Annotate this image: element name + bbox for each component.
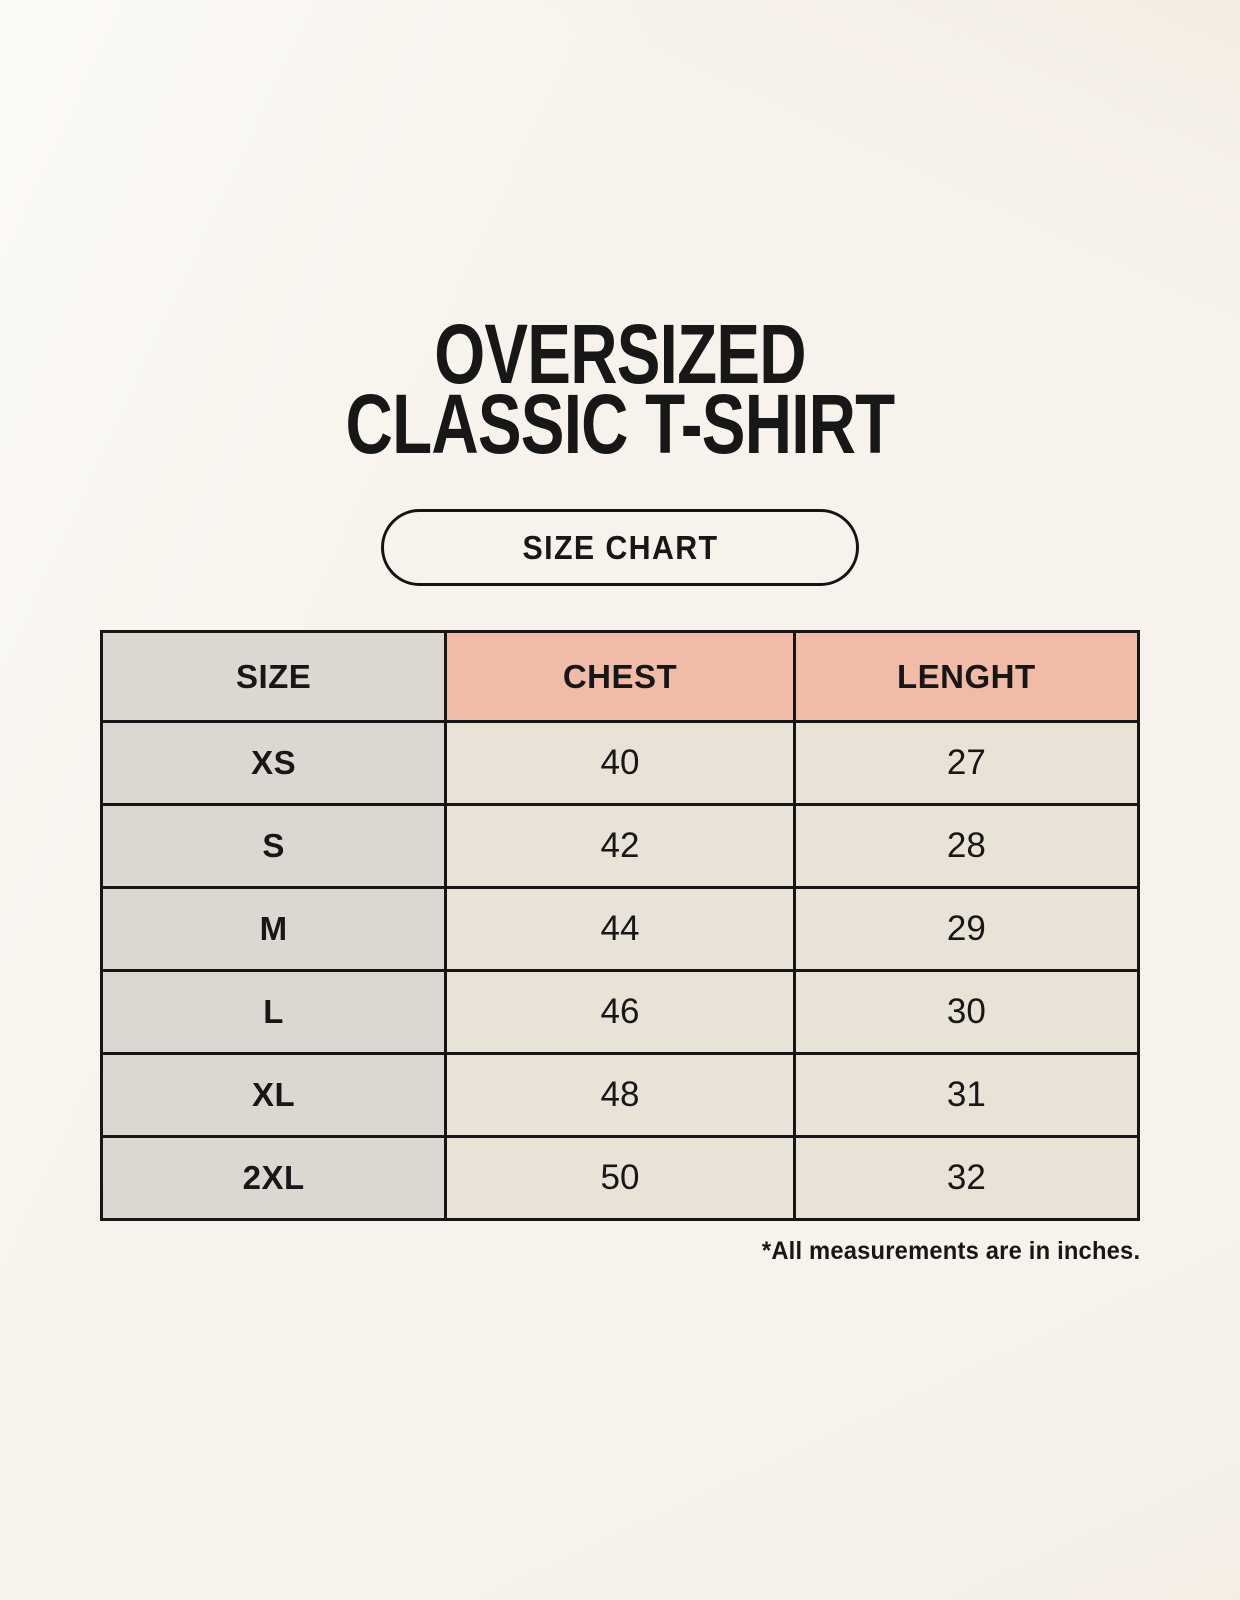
table-row: XS 40 27 [99,720,1141,807]
chest-value-cell: 40 [444,720,796,807]
size-label-cell: 2XL [99,1135,448,1222]
size-label-cell: M [99,886,448,973]
column-header-lenght: LENGHT [792,630,1141,724]
column-header-chest: CHEST [444,630,796,724]
size-label-cell: S [99,803,448,890]
table-header-row: SIZE CHEST LENGHT [99,630,1141,724]
product-title-line1: OVERSIZED [434,307,806,401]
size-label-cell: XL [99,1052,448,1139]
table-row: S 42 28 [99,803,1141,890]
lenght-value-cell: 30 [792,969,1141,1056]
product-title-line2: CLASSIC T-SHIRT [345,376,896,471]
size-chart-table: SIZE CHEST LENGHT XS 40 27 S 42 28 M [99,630,1141,1222]
chest-value-cell: 44 [444,886,796,973]
size-label-cell: L [99,969,448,1056]
table-row: L 46 30 [99,969,1141,1056]
size-table-container: SIZE CHEST LENGHT XS 40 27 S 42 28 M [99,630,1141,1222]
chest-value-cell: 46 [444,969,796,1056]
chest-value-cell: 48 [444,1052,796,1139]
chest-value-cell: 42 [444,803,796,890]
table-row: XL 48 31 [99,1052,1141,1139]
lenght-value-cell: 29 [792,886,1141,973]
column-header-size: SIZE [99,630,448,724]
lenght-value-cell: 31 [792,1052,1141,1139]
table-row: 2XL 50 32 [99,1135,1141,1222]
lenght-value-cell: 32 [792,1135,1141,1222]
footnote-container: *All measurements are in inches. [100,1237,1140,1266]
product-title: OVERSIZED CLASSIC T-SHIRT [0,307,1240,471]
chest-value-cell: 50 [444,1135,796,1222]
table-row: M 44 29 [99,886,1141,973]
size-label-cell: XS [99,720,448,807]
size-chart-badge-label: SIZE CHART [522,528,718,566]
lenght-value-cell: 27 [792,720,1141,807]
size-chart-badge: SIZE CHART [381,509,859,587]
lenght-value-cell: 28 [792,803,1141,890]
measurements-footnote: *All measurements are in inches. [761,1237,1140,1266]
